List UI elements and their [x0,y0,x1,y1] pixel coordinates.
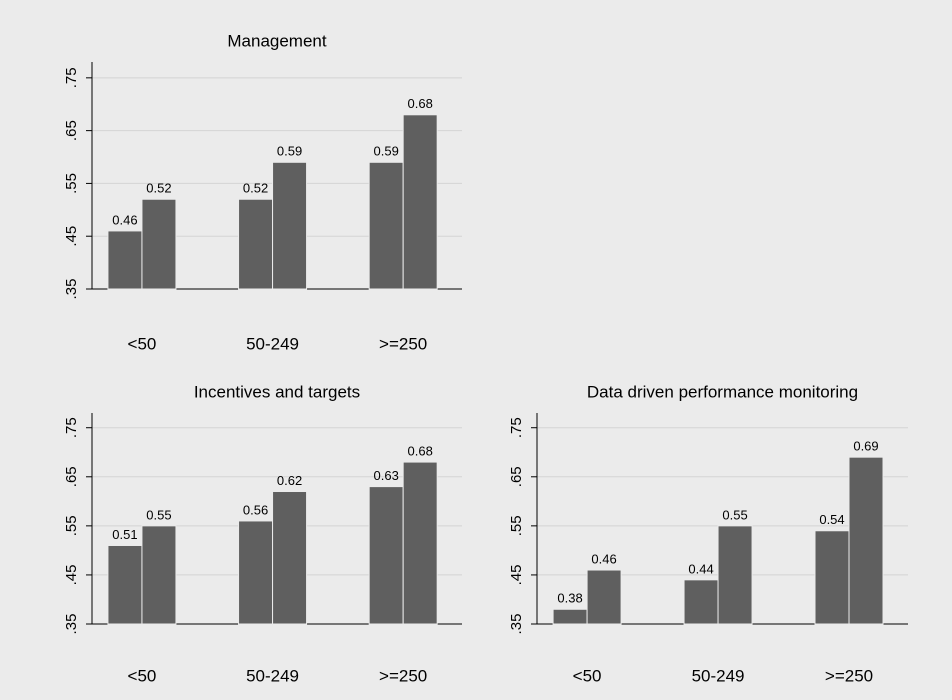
panel-title: Data driven performance monitoring [587,382,858,401]
bar [272,161,308,290]
panel-title: Management [227,31,327,50]
value-label: 0.46 [112,212,137,227]
bar [141,198,177,290]
bar [141,525,177,625]
y-tick-label: .55 [508,515,525,536]
y-tick-label: .75 [63,417,80,438]
y-tick-label: .45 [63,226,80,247]
value-label: 0.44 [688,561,713,576]
value-label: 0.38 [557,591,582,606]
y-tick-label: .35 [63,279,80,300]
y-tick-label: .65 [63,466,80,487]
bar [238,198,274,290]
x-tick-label: 50-249 [246,334,299,353]
bar [368,161,404,290]
value-label: 0.46 [591,551,616,566]
y-tick-label: .55 [63,173,80,194]
bar [814,530,850,625]
bar [107,230,143,290]
y-tick-label: .35 [63,614,80,635]
y-tick-label: .65 [508,466,525,487]
value-label: 0.68 [408,444,433,459]
y-tick-label: .45 [508,565,525,586]
bar [848,456,884,625]
x-tick-label: 50-249 [692,666,745,685]
value-label: 0.59 [374,144,399,159]
value-label: 0.52 [146,181,171,196]
bar [402,461,438,625]
bar [586,569,622,625]
bar [238,520,274,625]
x-tick-label: <50 [573,666,602,685]
bar [368,486,404,625]
x-tick-label: >=250 [825,666,873,685]
x-tick-label: >=250 [379,334,427,353]
x-tick-label: <50 [128,666,157,685]
bar [107,544,143,625]
y-tick-label: .75 [63,67,80,88]
value-label: 0.55 [722,507,747,522]
value-label: 0.69 [853,439,878,454]
bar [717,525,753,625]
value-label: 0.51 [112,527,137,542]
value-label: 0.52 [243,181,268,196]
y-tick-label: .55 [63,515,80,536]
value-label: 0.63 [374,468,399,483]
panel-title: Incentives and targets [194,382,360,401]
y-tick-label: .75 [508,417,525,438]
y-tick-label: .65 [63,120,80,141]
x-tick-label: 50-249 [246,666,299,685]
value-label: 0.55 [146,507,171,522]
x-tick-label: <50 [128,334,157,353]
y-tick-label: .35 [508,614,525,635]
y-tick-label: .45 [63,565,80,586]
value-label: 0.68 [408,96,433,111]
bar [272,491,308,625]
bar [552,608,588,625]
x-tick-label: >=250 [379,666,427,685]
value-label: 0.56 [243,502,268,517]
bar [402,114,438,290]
value-label: 0.59 [277,144,302,159]
bar [683,579,719,625]
value-label: 0.62 [277,473,302,488]
value-label: 0.54 [819,512,844,527]
